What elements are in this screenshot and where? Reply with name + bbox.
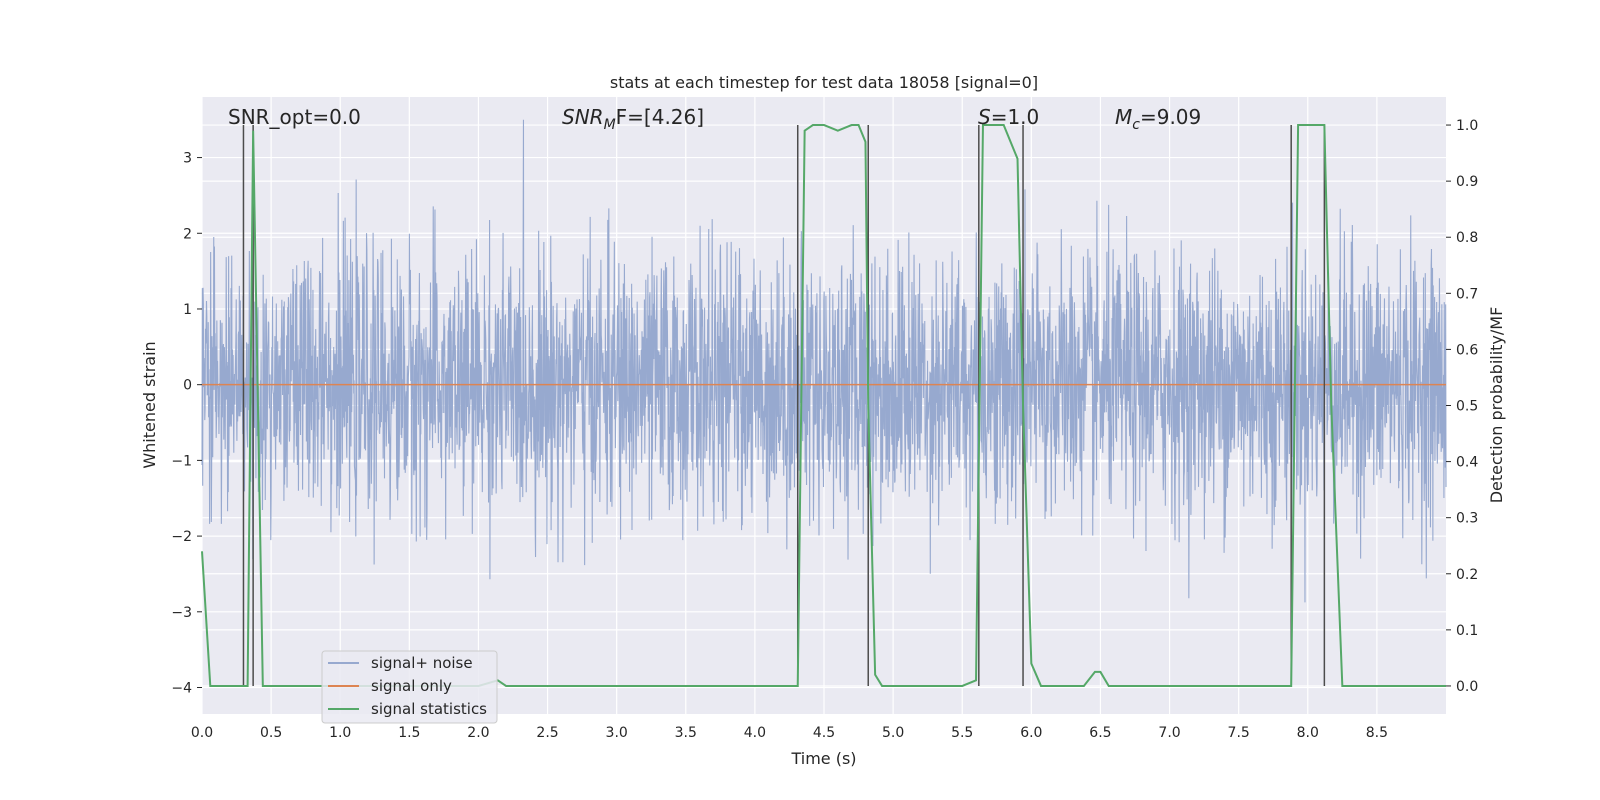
annotation-snr-mf: SNRMF=[4.26]: [562, 105, 704, 133]
legend-label-noise: signal+ noise: [371, 654, 473, 672]
y-left-tick-label: −3: [171, 605, 192, 621]
y-left-tick-label: −2: [171, 529, 192, 545]
legend-label-signal: signal only: [371, 677, 452, 695]
x-tick-label: 1.0: [329, 725, 351, 741]
annotation-snr-opt: SNR_opt=0.0: [228, 105, 361, 129]
y-left-tick-label: 3: [183, 151, 192, 167]
y-right-tick-label: 0.4: [1456, 455, 1478, 471]
y-left-tick-label: 1: [183, 302, 192, 318]
x-tick-label: 0.0: [191, 725, 213, 741]
x-tick-label: 2.5: [536, 725, 558, 741]
x-tick-label: 1.5: [398, 725, 420, 741]
annotation-mc-main: M: [1115, 105, 1132, 129]
signal-plus-noise-line: [201, 119, 1447, 603]
x-tick-label: 7.5: [1228, 725, 1250, 741]
annotation-mc-rest: =9.09: [1140, 105, 1201, 129]
annotation-s-main: S: [978, 105, 991, 129]
y-axis-left-ticks: 3 2 1 0 −1 −2 −3 −4: [171, 151, 202, 697]
y-right-tick-label: 1.0: [1456, 118, 1478, 134]
legend-box: [321, 650, 498, 724]
y-axis-left-label: Whitened strain: [140, 341, 159, 468]
y-left-tick-label: 0: [183, 378, 192, 394]
annotation-mc: Mc=9.09: [1115, 105, 1201, 133]
x-tick-label: 8.5: [1366, 725, 1388, 741]
x-tick-label: 3.0: [606, 725, 628, 741]
y-right-tick-label: 0.2: [1456, 567, 1478, 583]
y-right-tick-label: 0.6: [1456, 342, 1478, 358]
y-right-tick-label: 0.7: [1456, 286, 1478, 302]
x-tick-label: 4.5: [813, 725, 835, 741]
y-axis-right-label: Detection probability/MF: [1487, 307, 1506, 504]
annotation-s-rest: =1.0: [991, 105, 1040, 129]
x-tick-label: 6.5: [1089, 725, 1111, 741]
x-tick-label: 3.5: [675, 725, 697, 741]
legend: signal+ noise signal only signal statist…: [321, 650, 498, 724]
x-axis-label: Time (s): [790, 749, 856, 768]
y-left-tick-label: −4: [171, 681, 192, 697]
y-right-tick-label: 0.1: [1456, 623, 1478, 639]
y-left-tick-label: −1: [171, 453, 192, 469]
annotation-snr-mf-rest: F=[4.26]: [616, 105, 704, 129]
x-tick-label: 5.5: [951, 725, 973, 741]
x-tick-label: 5.0: [882, 725, 904, 741]
series-signal-plus-noise: [201, 119, 1447, 603]
legend-label-statistics: signal statistics: [371, 700, 487, 718]
x-axis-ticks: 0.0 0.5 1.0 1.5 2.0 2.5 3.0 3.5 4.0 4.5 5.0 5.5 6.0 6…: [191, 725, 1388, 741]
y-axis-right-ticks: 1.0 0.9 0.8 0.7 0.6 0.5 0.4 0.3 0.2 0.1 0.0: [1446, 118, 1478, 695]
annotation-snr-mf-sub: M: [604, 117, 616, 133]
y-right-tick-label: 0.3: [1456, 511, 1478, 527]
x-tick-label: 2.0: [467, 725, 489, 741]
chart-title: stats at each timestep for test data 180…: [610, 73, 1038, 92]
annotation-mc-sub: c: [1132, 117, 1140, 133]
y-right-tick-label: 0.8: [1456, 230, 1478, 246]
x-tick-label: 7.0: [1158, 725, 1180, 741]
annotation-s: S=1.0: [978, 105, 1039, 129]
x-tick-label: 6.0: [1020, 725, 1042, 741]
y-left-tick-label: 2: [183, 226, 192, 242]
annotation-snr-mf-main: SNR: [562, 105, 604, 129]
x-tick-label: 4.0: [744, 725, 766, 741]
y-right-tick-label: 0.5: [1456, 399, 1478, 415]
y-right-tick-label: 0.0: [1456, 679, 1478, 695]
x-tick-label: 0.5: [260, 725, 282, 741]
y-right-tick-label: 0.9: [1456, 174, 1478, 190]
x-tick-label: 8.0: [1297, 725, 1319, 741]
